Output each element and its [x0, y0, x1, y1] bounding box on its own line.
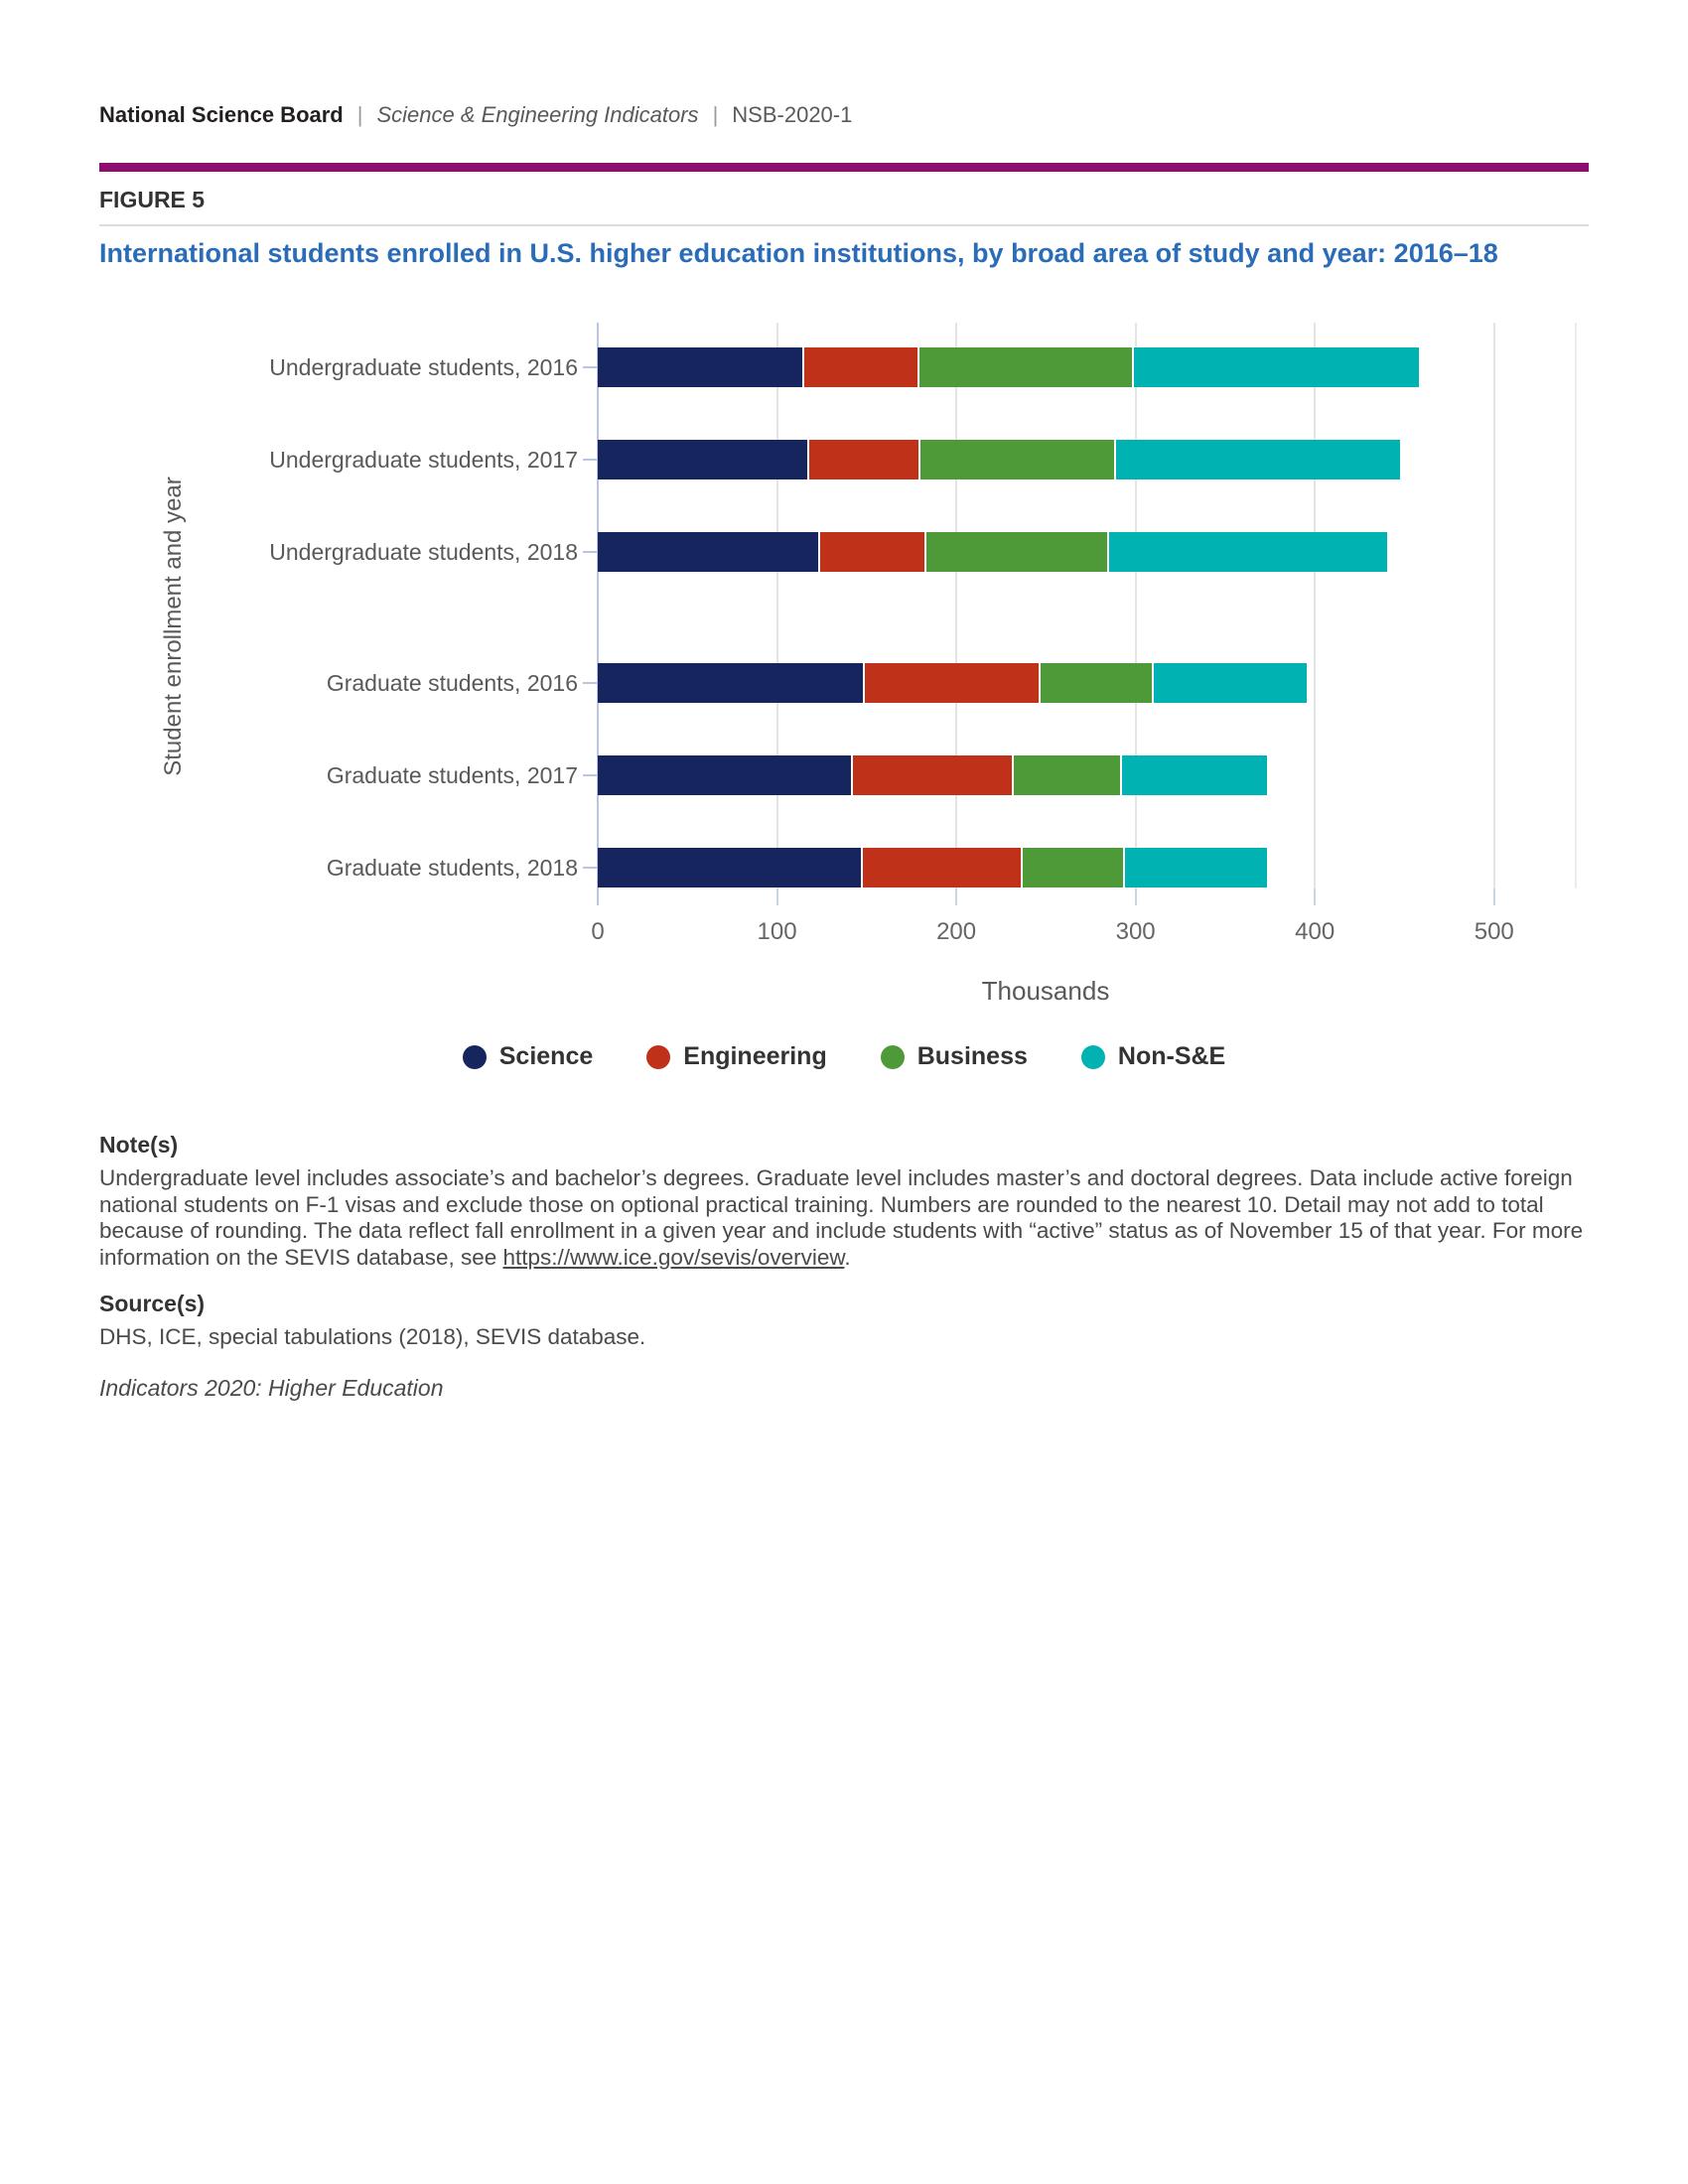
bar-segment-business — [1023, 848, 1126, 887]
notes-text-before-link: Undergraduate level includes associate’s… — [99, 1165, 1584, 1270]
category-label-graduate-students-2016: Graduate students, 2016 — [326, 670, 578, 696]
gridline-300 — [1134, 323, 1137, 888]
gridline-500 — [1492, 323, 1495, 888]
bar-segment-science — [598, 440, 810, 479]
x-tick-0 — [597, 888, 599, 905]
x-tick-label-0: 0 — [591, 918, 605, 945]
legend-item-business: Business — [880, 1042, 1028, 1071]
legend-item-engineering: Engineering — [646, 1042, 827, 1071]
gridline-400 — [1314, 323, 1317, 888]
category-label-graduate-students-2017: Graduate students, 2017 — [326, 762, 578, 788]
x-axis-title: Thousands — [981, 976, 1110, 1006]
legend-label-engineering: Engineering — [683, 1042, 827, 1070]
x-tick-label-200: 200 — [936, 918, 977, 945]
x-tick-500 — [1492, 888, 1495, 905]
bar-segment-engineering — [820, 532, 926, 572]
bar-row-undergraduate-students-2016 — [598, 347, 1420, 387]
category-label-graduate-students-2018: Graduate students, 2018 — [326, 855, 578, 881]
x-tick-400 — [1314, 888, 1317, 905]
figure-label: FIGURE 5 — [99, 187, 206, 212]
category-label-undergraduate-students-2018: Undergraduate students, 2018 — [269, 539, 578, 565]
y-axis-line — [597, 323, 599, 888]
legend-label-non-s-e: Non-S&E — [1117, 1042, 1226, 1070]
legend-dot-science — [462, 1044, 487, 1069]
bar-segment-business — [920, 440, 1117, 479]
chart-title: International students enrolled in U.S. … — [99, 238, 1498, 268]
brand-name: National Science Board — [99, 102, 344, 127]
category-tick — [583, 682, 597, 684]
x-tick-100 — [775, 888, 778, 905]
category-label-undergraduate-students-2017: Undergraduate students, 2017 — [269, 447, 578, 473]
legend-label-business: Business — [916, 1042, 1028, 1070]
bar-row-undergraduate-students-2017 — [598, 440, 1400, 479]
bar-row-graduate-students-2017 — [598, 755, 1267, 795]
bar-segment-science — [598, 663, 866, 703]
bar-segment-engineering — [863, 848, 1024, 887]
category-tick — [583, 867, 597, 869]
notes-heading: Note(s) — [99, 1132, 179, 1158]
y-axis-title: Student enrollment and year — [160, 477, 187, 776]
report-code: NSB-2020-1 — [732, 102, 853, 127]
legend-dot-business — [880, 1044, 905, 1069]
source-section: Source(s) DHS, ICE, special tabulations … — [99, 1291, 1594, 1350]
category-tick — [583, 774, 597, 776]
notes-text-after-link: . — [844, 1244, 851, 1270]
publication-name: Science & Engineering Indicators — [376, 102, 699, 127]
accent-rule — [99, 163, 1589, 172]
document-header: National Science Board | Science & Engin… — [99, 102, 852, 128]
gridline-100 — [775, 323, 778, 888]
source-heading: Source(s) — [99, 1291, 206, 1316]
legend-dot-non-s-e — [1080, 1044, 1105, 1069]
gridline-200 — [955, 323, 958, 888]
bar-segment-non-s-e — [1116, 440, 1400, 479]
header-separator: | — [712, 102, 719, 127]
bar-segment-science — [598, 347, 804, 387]
bar-row-undergraduate-students-2018 — [598, 532, 1387, 572]
bar-segment-business — [918, 347, 1135, 387]
legend-item-non-s-e: Non-S&E — [1080, 1042, 1226, 1071]
bar-segment-non-s-e — [1121, 755, 1267, 795]
bar-segment-non-s-e — [1125, 848, 1267, 887]
notes-section: Note(s) Undergraduate level includes ass… — [99, 1132, 1594, 1271]
x-tick-label-400: 400 — [1295, 918, 1336, 945]
bar-row-graduate-students-2016 — [598, 663, 1307, 703]
bar-segment-science — [598, 755, 853, 795]
bar-segment-science — [598, 848, 864, 887]
bar-segment-non-s-e — [1154, 663, 1307, 703]
legend-item-science: Science — [462, 1042, 594, 1071]
plot-area — [597, 323, 1577, 888]
x-tick-label-300: 300 — [1115, 918, 1156, 945]
chart-legend: Science Engineering Business Non-S&E — [99, 1042, 1589, 1071]
x-tick-300 — [1134, 888, 1137, 905]
category-label-undergraduate-students-2016: Undergraduate students, 2016 — [269, 354, 578, 380]
report-section-title: Indicators 2020: Higher Education — [99, 1375, 444, 1401]
category-tick — [583, 366, 597, 368]
sevis-overview-link[interactable]: https://www.ice.gov/sevis/overview — [502, 1244, 845, 1270]
bar-segment-science — [598, 532, 821, 572]
bar-row-graduate-students-2018 — [598, 848, 1267, 887]
bar-segment-non-s-e — [1134, 347, 1420, 387]
header-separator: | — [356, 102, 363, 127]
notes-text: Undergraduate level includes associate’s… — [99, 1165, 1594, 1271]
x-tick-label-500: 500 — [1474, 918, 1514, 945]
divider-rule — [99, 224, 1589, 226]
x-tick-200 — [955, 888, 958, 905]
bar-segment-business — [1041, 663, 1155, 703]
bar-segment-engineering — [809, 440, 921, 479]
legend-dot-engineering — [646, 1044, 671, 1069]
bar-segment-non-s-e — [1109, 532, 1387, 572]
bar-segment-business — [925, 532, 1110, 572]
source-text: DHS, ICE, special tabulations (2018), SE… — [99, 1324, 646, 1349]
bar-segment-engineering — [803, 347, 919, 387]
category-tick — [583, 551, 597, 553]
bar-segment-business — [1014, 755, 1122, 795]
x-tick-label-100: 100 — [757, 918, 797, 945]
bar-segment-engineering — [852, 755, 1015, 795]
bar-segment-engineering — [865, 663, 1042, 703]
category-tick — [583, 459, 597, 461]
legend-label-science: Science — [498, 1042, 594, 1070]
